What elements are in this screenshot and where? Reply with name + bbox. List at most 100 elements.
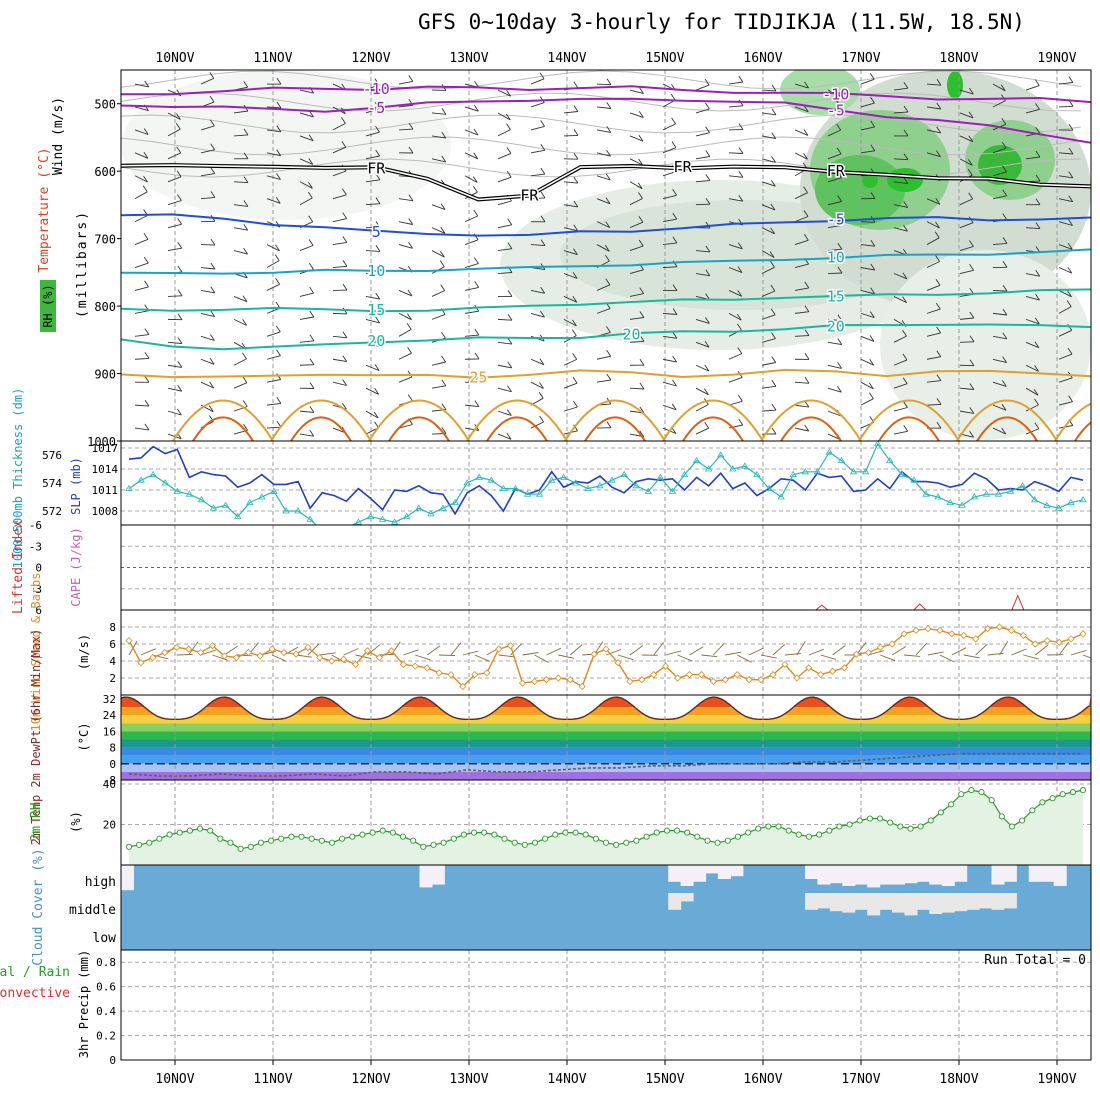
wind10-barb bbox=[462, 650, 479, 656]
upper-wind-barb-flag bbox=[837, 195, 842, 202]
wind10-barb bbox=[474, 654, 490, 662]
upper-wind-barb-flag bbox=[606, 126, 612, 133]
upper-wind-barb bbox=[563, 134, 579, 137]
temp-axis: 32 24 16 8 0 -8 bbox=[103, 693, 117, 787]
rh-shade-area bbox=[947, 71, 963, 99]
rh2m-point bbox=[1059, 791, 1066, 798]
wind10-barb bbox=[1035, 644, 1049, 656]
upper-wind-barb bbox=[365, 107, 380, 114]
upper-wind-barb bbox=[860, 381, 874, 390]
upper-wind-barb-flag bbox=[804, 281, 810, 289]
upper-wind-barb-flag bbox=[342, 403, 347, 410]
upper-wind-barb-flag bbox=[704, 78, 710, 86]
upper-wind-barb bbox=[926, 308, 941, 314]
rh2m-point bbox=[308, 835, 315, 842]
upper-wind-barb-flag bbox=[1068, 147, 1074, 155]
rh-shade-area bbox=[880, 250, 1091, 440]
upper-wind-barb bbox=[893, 87, 908, 91]
upper-wind-barb bbox=[761, 158, 776, 163]
upper-wind-barb-flag bbox=[307, 191, 313, 199]
upper-wind-barb bbox=[530, 244, 546, 247]
rh2m-point bbox=[968, 787, 975, 794]
upper-wind-barb-flag bbox=[408, 218, 414, 225]
upper-wind-barb bbox=[266, 426, 282, 429]
upper-wind-barb-flag bbox=[243, 176, 249, 183]
rh2m-point bbox=[805, 833, 813, 840]
upper-wind-barb bbox=[497, 364, 512, 369]
upper-wind-barb-flag bbox=[1033, 388, 1039, 396]
upper-wind-barb bbox=[200, 244, 216, 246]
upper-wind-barb-flag bbox=[439, 260, 445, 268]
rh2m-point bbox=[592, 835, 599, 842]
cloud-middle-bar bbox=[991, 893, 1005, 910]
upper-wind-barb-flag bbox=[836, 123, 842, 131]
slp-line bbox=[128, 445, 1084, 516]
rh2m-point bbox=[775, 823, 782, 830]
upper-wind-barb-flag bbox=[638, 239, 644, 247]
upper-wind-barb-flag bbox=[903, 425, 909, 432]
upper-wind-barb-flag bbox=[903, 401, 908, 408]
upper-wind-barb-flag bbox=[639, 335, 645, 342]
upper-wind-barb bbox=[1058, 244, 1073, 250]
rh2m-point bbox=[978, 789, 985, 796]
upper-wind-barb bbox=[299, 158, 313, 165]
upper-wind-barb-flag bbox=[969, 335, 975, 343]
rh2m-point bbox=[1069, 789, 1076, 796]
upper-wind-barb-flag bbox=[507, 313, 513, 321]
rh2m-point bbox=[217, 835, 224, 842]
wind-axis-label: Wind (m/s) bbox=[51, 97, 66, 175]
wind10-point bbox=[602, 645, 610, 653]
upper-wind-barb-flag bbox=[1002, 261, 1008, 268]
rh2m-point bbox=[795, 831, 802, 838]
temperature-series bbox=[121, 696, 1091, 777]
upper-wind-barb-flag bbox=[275, 244, 280, 252]
upper-wind-barb-flag bbox=[210, 310, 215, 317]
wind10-point bbox=[530, 677, 539, 685]
wind-tick-label: 6 bbox=[109, 638, 116, 651]
wind10-point bbox=[840, 664, 849, 672]
upper-wind-barb bbox=[695, 273, 710, 277]
top-date-label: 18NOV bbox=[939, 51, 978, 66]
upper-wind-barb-flag bbox=[540, 144, 546, 151]
upper-wind-barb-flag bbox=[275, 197, 281, 204]
upper-wind-barb-flag bbox=[539, 415, 544, 423]
upper-wind-barb-flag bbox=[440, 227, 446, 234]
wind10-barb bbox=[546, 647, 562, 656]
upper-wind-barb bbox=[299, 89, 314, 94]
wind10-barb bbox=[975, 643, 988, 656]
upper-wind-barb-flag bbox=[1034, 317, 1040, 325]
thickness-point bbox=[753, 470, 761, 477]
upper-wind-barb-flag bbox=[274, 254, 280, 261]
upper-wind-barb bbox=[827, 364, 842, 369]
upper-wind-barb-flag bbox=[637, 182, 643, 189]
temperature-contour--5 bbox=[121, 213, 1091, 237]
upper-wind-barb bbox=[860, 126, 875, 131]
wind10-barb bbox=[379, 653, 396, 656]
wind10-barb bbox=[927, 651, 944, 656]
upper-wind-barb-flag bbox=[770, 261, 775, 268]
upper-wind-barb-flag bbox=[638, 134, 644, 142]
cloud-high-bar bbox=[817, 865, 831, 885]
cloud-middle-bar bbox=[680, 893, 694, 902]
wind10-barb bbox=[904, 654, 921, 657]
upper-wind-barb bbox=[134, 83, 149, 88]
upper-wind-barb bbox=[563, 296, 577, 303]
upper-wind-barb bbox=[431, 250, 445, 258]
wind10-barb bbox=[224, 645, 238, 656]
upper-wind-barb-flag bbox=[639, 287, 645, 294]
upper-wind-barb-flag bbox=[870, 239, 876, 247]
surface-hot-contour bbox=[584, 416, 646, 441]
upper-wind-barb-flag bbox=[771, 332, 776, 339]
upper-wind-barb-flag bbox=[407, 313, 412, 320]
upper-wind-barb bbox=[266, 129, 281, 133]
upper-wind-barb-flag bbox=[342, 379, 347, 386]
thickness-tick-label: 576 bbox=[42, 449, 62, 462]
upper-wind-barb bbox=[398, 290, 413, 297]
upper-wind-barb-flag bbox=[505, 113, 511, 121]
upper-wind-barb bbox=[563, 111, 578, 114]
upper-wind-barb bbox=[728, 400, 743, 406]
wind10-barb bbox=[987, 652, 1004, 656]
wind10-point bbox=[805, 664, 813, 672]
upper-wind-barb bbox=[827, 153, 842, 160]
thickness-point bbox=[729, 465, 737, 472]
